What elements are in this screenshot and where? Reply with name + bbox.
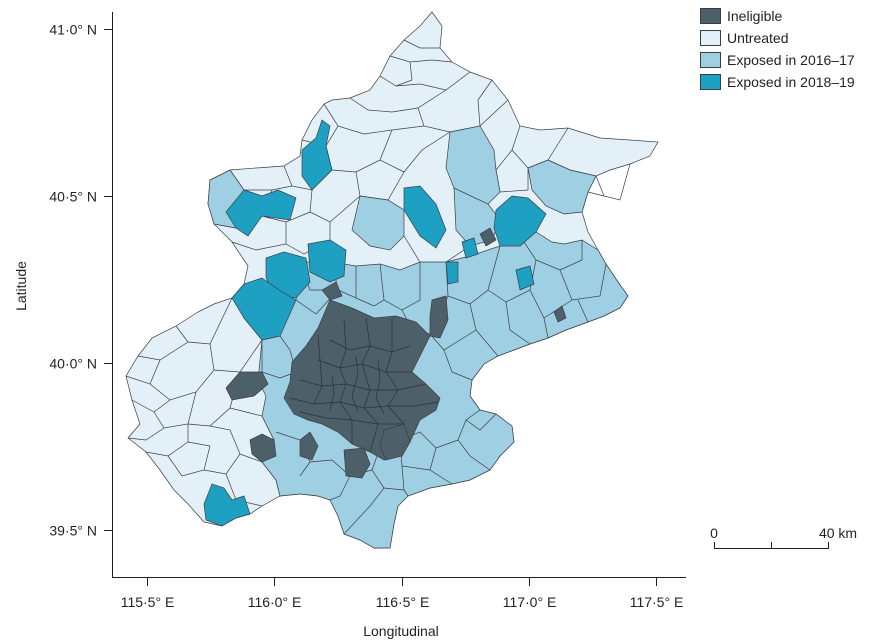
y-tick-label: 40·0° N xyxy=(49,356,97,372)
exposed-2018-19-east-small xyxy=(515,265,535,291)
ineligible-south-2 xyxy=(379,423,411,461)
exposed-2016-17-north-5 xyxy=(527,159,597,215)
x-axis-title: Longitudinal xyxy=(363,623,439,639)
ineligible-north-1 xyxy=(321,281,343,301)
ineligible-east-1 xyxy=(553,305,567,323)
exposed-2018-19-mid-2 xyxy=(265,251,311,299)
ineligible-west-1 xyxy=(225,371,269,401)
exposed-2018-19-ne-small-2 xyxy=(445,261,459,285)
x-tick-label: 115·5° E xyxy=(121,594,175,610)
exposed-2018-19-north-strip xyxy=(301,119,333,191)
exposed-2018-19-west xyxy=(231,277,297,341)
exposed-2018-19-sw xyxy=(203,483,251,527)
exposed-2016-17-north-3 xyxy=(351,195,405,251)
x-tick-label: 117·5° E xyxy=(630,594,684,610)
exposed-2016-17-north-1 xyxy=(445,125,501,205)
x-axis-ticks: 115·5° E 116·0° E 116·5° E 117·0° E 117·5° E xyxy=(121,578,684,610)
legend-label-exposed-2016-17: Exposed in 2016–17 xyxy=(727,52,855,68)
exposed-2018-19-center-north xyxy=(403,185,447,249)
axes-frame xyxy=(112,12,686,578)
y-tick-label: 39·5° N xyxy=(49,523,97,539)
legend-swatch-exposed-2016-17 xyxy=(700,52,721,68)
legend-label-untreated: Untreated xyxy=(727,30,788,46)
x-tick-label: 116·5° E xyxy=(376,594,430,610)
beijing-district-map xyxy=(125,11,659,549)
x-tick-label: 116·0° E xyxy=(248,594,302,610)
y-tick-label: 41·0° N xyxy=(49,22,97,38)
y-tick-label: 40·5° N xyxy=(49,189,97,205)
exposed-2018-19-ne xyxy=(493,195,547,247)
exposed-2018-19-nw-1 xyxy=(225,189,297,237)
y-axis-ticks: 41·0° N 40·5° N 40·0° N 39·5° N xyxy=(49,22,112,539)
legend-label-ineligible: Ineligible xyxy=(727,8,782,24)
ineligible-north-3 xyxy=(479,227,497,247)
legend-swatch-exposed-2018-19 xyxy=(700,74,721,90)
ineligible-sw-1 xyxy=(249,433,277,463)
ineligible-north-2 xyxy=(429,295,449,339)
y-axis-title: Latitude xyxy=(13,261,29,311)
ineligible-core-borders xyxy=(289,317,439,457)
legend: Ineligible Untreated Exposed in 2016–17 Exp… xyxy=(700,8,855,90)
scale-bar-end-label: 40 km xyxy=(819,525,857,541)
ineligible-sw-2 xyxy=(299,431,319,461)
x-tick-label: 117·0° E xyxy=(503,594,557,610)
legend-swatch-ineligible xyxy=(700,8,721,24)
legend-label-exposed-2018-19: Exposed in 2018–19 xyxy=(727,74,855,90)
scale-bar-start-label: 0 xyxy=(710,525,718,541)
ineligible-south-1 xyxy=(343,447,371,479)
legend-swatch-untreated xyxy=(700,30,721,46)
exposed-2018-19-mid-1 xyxy=(307,239,347,283)
scale-bar: 0 40 km xyxy=(710,525,857,549)
exposed-2018-19-ne-small xyxy=(461,237,479,259)
